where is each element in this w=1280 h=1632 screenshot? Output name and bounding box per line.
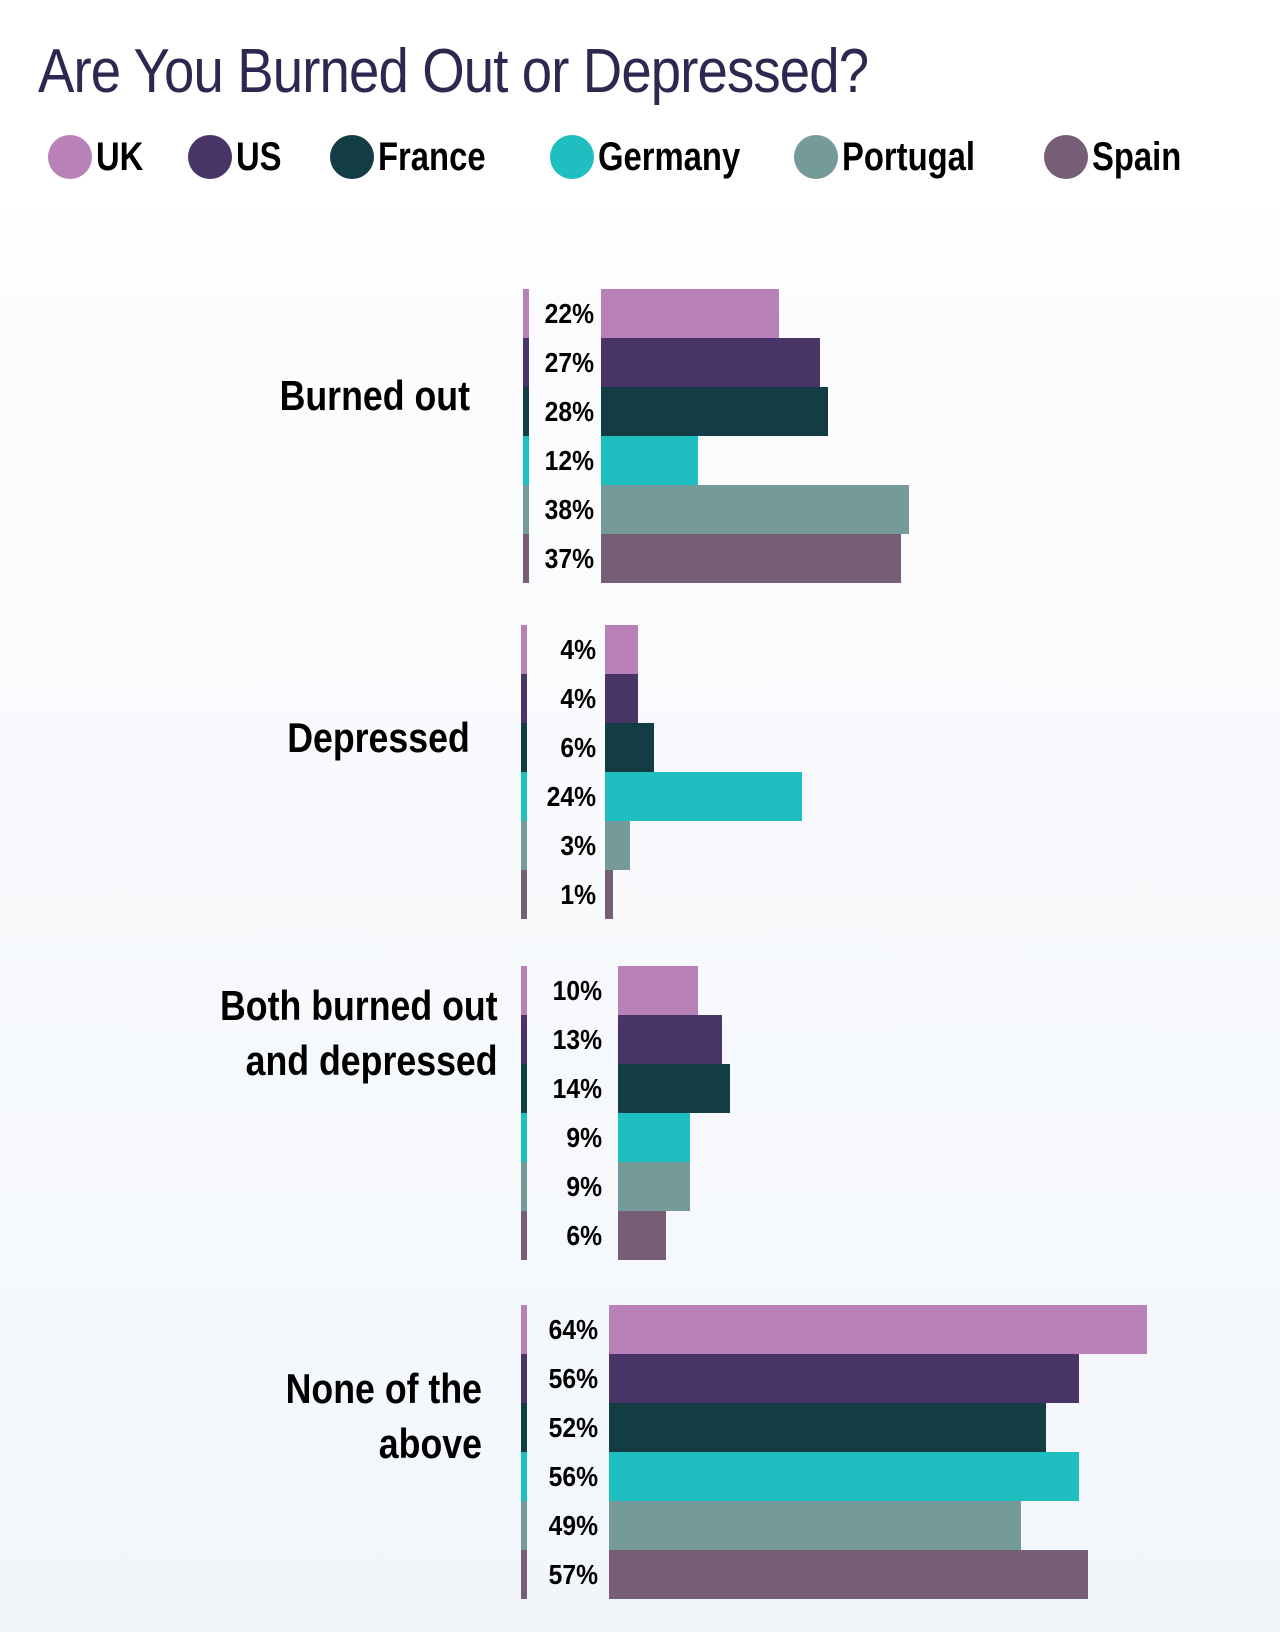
series-marker	[521, 1550, 527, 1599]
data-label: 22%	[544, 298, 594, 329]
bar-spain	[618, 1211, 666, 1260]
legend-label: France	[378, 134, 486, 179]
legend-item-spain: Spain	[1044, 132, 1201, 182]
legend-label: US	[236, 134, 282, 179]
legend-label: UK	[96, 134, 144, 179]
bar-germany	[609, 1452, 1079, 1501]
data-label: 14%	[552, 1073, 602, 1104]
legend-item-france: France	[330, 132, 509, 182]
data-label: 4%	[560, 634, 596, 665]
series-marker	[521, 1064, 527, 1113]
legend-swatch-icon	[330, 135, 374, 179]
legend-label: Spain	[1092, 134, 1182, 179]
legend-swatch-icon	[550, 135, 594, 179]
series-marker	[521, 1403, 527, 1452]
bar-france	[601, 387, 828, 436]
category-label: Burned out	[279, 372, 470, 419]
series-marker	[521, 625, 527, 674]
bar-germany	[618, 1113, 690, 1162]
bar-france	[609, 1403, 1046, 1452]
series-marker	[521, 674, 527, 723]
data-label: 52%	[548, 1412, 598, 1443]
category-label: Both burned out and depressed	[220, 982, 498, 1084]
legend-item-uk: UK	[48, 132, 154, 182]
series-marker	[523, 387, 529, 436]
series-marker	[523, 338, 529, 387]
legend-swatch-icon	[188, 135, 232, 179]
data-label: 4%	[560, 683, 596, 714]
data-label: 56%	[548, 1363, 598, 1394]
data-label: 6%	[566, 1220, 602, 1251]
legend-item-us: US	[188, 132, 292, 182]
series-marker	[523, 289, 529, 338]
bar-uk	[601, 289, 779, 338]
bar-france	[605, 723, 654, 772]
series-marker	[521, 821, 527, 870]
series-marker	[521, 1305, 527, 1354]
data-label: 9%	[566, 1122, 602, 1153]
series-marker	[521, 1354, 527, 1403]
data-label: 13%	[552, 1024, 602, 1055]
category-label: Depressed	[287, 714, 470, 761]
legend-label: Portugal	[842, 134, 976, 179]
legend-label: Germany	[598, 134, 741, 179]
bar-germany	[605, 772, 802, 821]
bar-spain	[601, 534, 901, 583]
legend-swatch-icon	[48, 135, 92, 179]
category-label: None of the above	[285, 1365, 482, 1467]
bar-us	[605, 674, 638, 723]
bar-spain	[605, 870, 613, 919]
data-label: 28%	[544, 396, 594, 427]
series-marker	[523, 436, 529, 485]
legend-swatch-icon	[1044, 135, 1088, 179]
bar-portugal	[601, 485, 909, 534]
legend-item-portugal: Portugal	[794, 132, 1004, 182]
bar-spain	[609, 1550, 1088, 1599]
bar-uk	[618, 966, 698, 1015]
data-label: 27%	[544, 347, 594, 378]
data-label: 56%	[548, 1461, 598, 1492]
series-marker	[521, 870, 527, 919]
data-label: 6%	[560, 732, 596, 763]
chart-title: Are You Burned Out or Depressed?	[38, 37, 869, 106]
bar-portugal	[605, 821, 630, 870]
bar-portugal	[609, 1501, 1021, 1550]
series-marker	[521, 1501, 527, 1550]
bar-us	[618, 1015, 722, 1064]
data-label: 37%	[544, 543, 594, 574]
series-marker	[523, 485, 529, 534]
data-label: 1%	[560, 879, 596, 910]
bar-us	[601, 338, 820, 387]
data-label: 38%	[544, 494, 594, 525]
bar-portugal	[618, 1162, 690, 1211]
series-marker	[521, 1452, 527, 1501]
series-marker	[521, 1015, 527, 1064]
data-label: 24%	[546, 781, 596, 812]
data-label: 49%	[548, 1510, 598, 1541]
data-label: 57%	[548, 1559, 598, 1590]
data-label: 10%	[552, 975, 602, 1006]
bar-france	[618, 1064, 730, 1113]
data-label: 12%	[544, 445, 594, 476]
bar-us	[609, 1354, 1079, 1403]
data-label: 64%	[548, 1314, 598, 1345]
legend-swatch-icon	[794, 135, 838, 179]
series-marker	[521, 772, 527, 821]
series-marker	[521, 1113, 527, 1162]
series-marker	[523, 534, 529, 583]
bar-uk	[605, 625, 638, 674]
series-marker	[521, 1211, 527, 1260]
data-label: 9%	[566, 1171, 602, 1202]
data-label: 3%	[560, 830, 596, 861]
bar-germany	[601, 436, 698, 485]
series-marker	[521, 723, 527, 772]
series-marker	[521, 966, 527, 1015]
bar-uk	[609, 1305, 1147, 1354]
legend: UK US France Germany Portugal Spain	[48, 132, 1280, 182]
series-marker	[521, 1162, 527, 1211]
legend-item-germany: Germany	[550, 132, 771, 182]
